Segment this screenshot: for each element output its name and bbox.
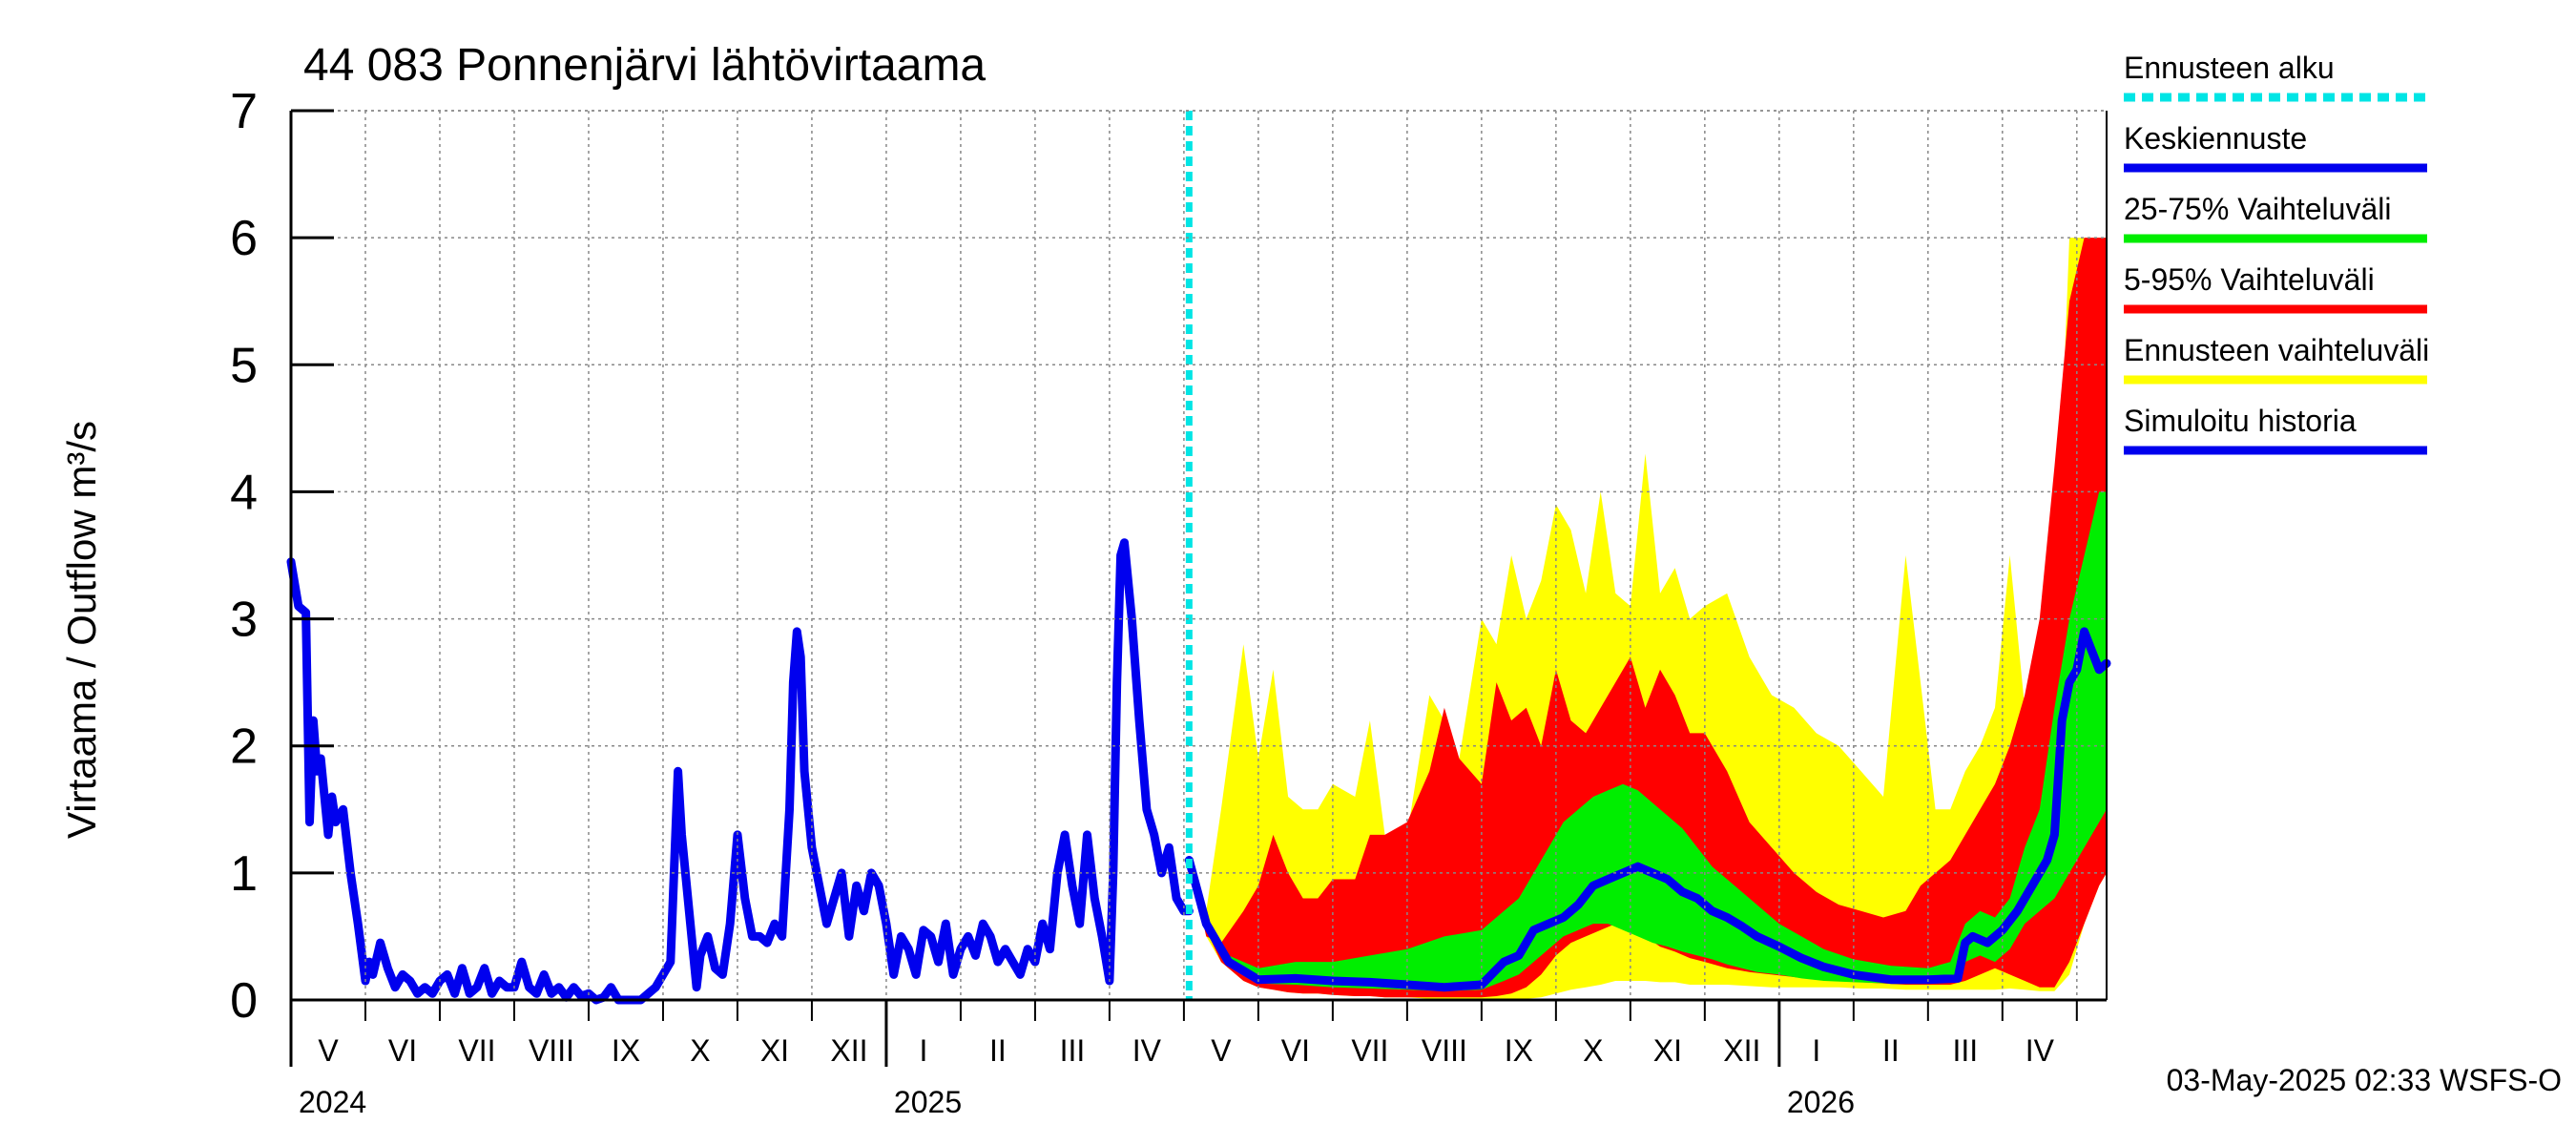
legend-label-median: Keskiennuste bbox=[2124, 121, 2307, 156]
legend-label-p25_75: 25-75% Vaihteluväli bbox=[2124, 192, 2391, 226]
x-month-label: VII bbox=[458, 1033, 495, 1068]
y-tick-label: 0 bbox=[230, 973, 258, 1029]
legend-label-history: Simuloitu historia bbox=[2124, 404, 2357, 438]
x-month-label: IV bbox=[1132, 1033, 1162, 1068]
y-tick-label: 1 bbox=[230, 846, 258, 902]
x-month-label: III bbox=[1060, 1033, 1086, 1068]
x-month-label: XII bbox=[830, 1033, 867, 1068]
x-month-label: VIII bbox=[529, 1033, 574, 1068]
x-month-label: XII bbox=[1723, 1033, 1760, 1068]
footer-timestamp: 03-May-2025 02:33 WSFS-O bbox=[2167, 1063, 2562, 1097]
x-year-label: 2025 bbox=[894, 1085, 962, 1119]
forecast-band-2 bbox=[1189, 491, 2107, 991]
x-month-label: V bbox=[1211, 1033, 1232, 1068]
x-month-label: VIII bbox=[1422, 1033, 1467, 1068]
x-month-label: X bbox=[1583, 1033, 1603, 1068]
x-month-label: IX bbox=[1505, 1033, 1533, 1068]
legend-label-forecast_start: Ennusteen alku bbox=[2124, 51, 2335, 85]
chart-title: 44 083 Ponnenjärvi lähtövirtaama bbox=[303, 40, 986, 91]
x-month-label: V bbox=[318, 1033, 339, 1068]
x-month-label: VI bbox=[1281, 1033, 1310, 1068]
x-month-label: IV bbox=[2025, 1033, 2055, 1068]
x-year-label: 2026 bbox=[1787, 1085, 1855, 1119]
x-month-label: XI bbox=[1653, 1033, 1682, 1068]
y-tick-label: 6 bbox=[230, 211, 258, 266]
legend-label-p5_95: 5-95% Vaihteluväli bbox=[2124, 262, 2375, 297]
x-month-label: X bbox=[690, 1033, 710, 1068]
y-axis-label: Virtaama / Outflow m³/s bbox=[59, 421, 104, 839]
x-month-label: IX bbox=[612, 1033, 640, 1068]
y-tick-label: 4 bbox=[230, 465, 258, 520]
x-month-label: I bbox=[1812, 1033, 1820, 1068]
x-month-label: XI bbox=[760, 1033, 789, 1068]
history-series-line bbox=[286, 538, 1194, 1005]
median-forecast-line bbox=[1184, 627, 2111, 992]
x-month-label: II bbox=[1882, 1033, 1900, 1068]
y-tick-label: 2 bbox=[230, 719, 258, 775]
y-tick-label: 3 bbox=[230, 593, 258, 648]
x-month-label: I bbox=[919, 1033, 927, 1068]
legend-label-range: Ennusteen vaihteluväli bbox=[2124, 333, 2429, 367]
y-tick-label: 5 bbox=[230, 338, 258, 393]
x-month-label: II bbox=[989, 1033, 1007, 1068]
x-month-label: III bbox=[1952, 1033, 1978, 1068]
legend: Ennusteen alku Keskiennuste 25-75% Vaihtel… bbox=[2124, 51, 2429, 455]
forecast-band-1 bbox=[1189, 238, 2107, 998]
x-year-label: 2024 bbox=[299, 1085, 366, 1119]
y-tick-label: 7 bbox=[230, 84, 258, 139]
x-month-label: VII bbox=[1351, 1033, 1388, 1068]
x-month-label: VI bbox=[388, 1033, 417, 1068]
